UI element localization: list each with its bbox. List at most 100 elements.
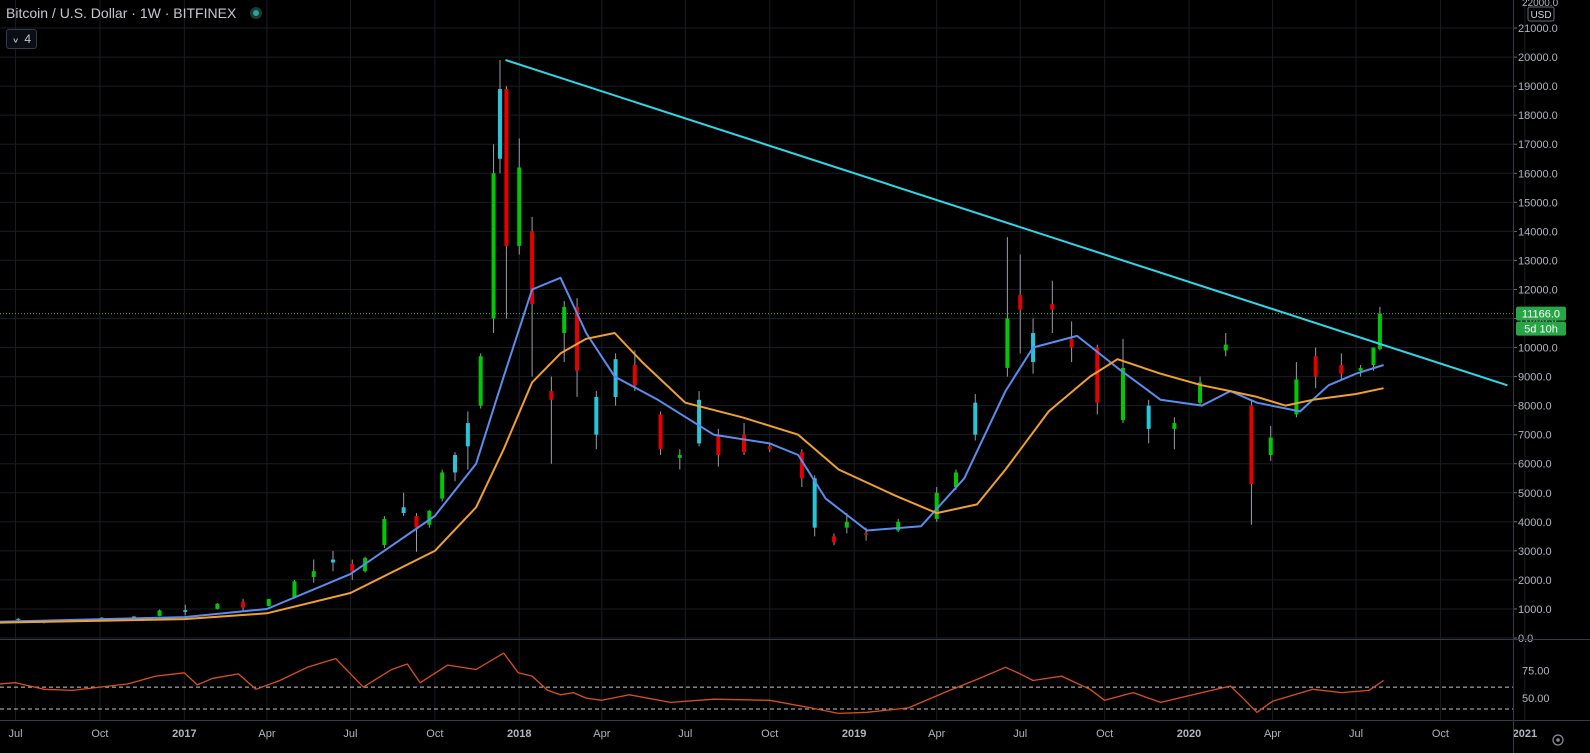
candle-body (934, 492, 939, 519)
rsi-tick-label: 50.00 (1522, 693, 1550, 705)
candle-body (742, 434, 747, 453)
candle (697, 391, 702, 447)
symbol-title[interactable]: Bitcoin / U.S. Dollar (6, 5, 128, 21)
candle (594, 391, 599, 450)
time-tick-label: Jul (1013, 728, 1027, 740)
candle-body (1268, 437, 1273, 456)
candle-body (1050, 303, 1055, 310)
candle (440, 469, 445, 502)
candle (478, 353, 483, 409)
candle-body (896, 521, 901, 531)
candle-body (1249, 405, 1254, 485)
candle-body (831, 536, 836, 543)
candle-body (1371, 347, 1376, 365)
price-tick-label: 2000.0 (1518, 575, 1552, 587)
chevron-down-icon: ∨ (12, 36, 20, 45)
candle (632, 350, 637, 392)
candle-body (497, 89, 502, 159)
candle (1069, 321, 1074, 363)
moving-averages (0, 276, 1513, 624)
candle-body (575, 306, 580, 371)
candle-body (1377, 313, 1382, 349)
countdown-label: 5d 10h (1524, 324, 1558, 336)
candle-body (697, 399, 702, 444)
candle (1172, 417, 1177, 450)
candle (812, 475, 817, 537)
interval-label[interactable]: 1W (139, 5, 161, 21)
candle-body (1223, 344, 1228, 351)
time-tick-label: Oct (91, 728, 108, 740)
candle (382, 516, 387, 548)
candle (530, 216, 535, 377)
price-tick-label: 16000.0 (1518, 168, 1558, 180)
candle-body (677, 455, 682, 458)
price-tick-label: 1000.0 (1518, 604, 1552, 616)
price-tick-label: 18000.0 (1518, 110, 1558, 122)
candle-body (427, 510, 432, 525)
time-tick-label: Jul (678, 728, 692, 740)
currency-label: USD (1530, 10, 1551, 21)
candle-body (1018, 295, 1023, 310)
candle-body (16, 618, 21, 620)
candle-body (517, 167, 522, 246)
exchange-label[interactable]: BITFINEX (173, 5, 237, 21)
ma_slow-line (0, 332, 1384, 624)
trendline (505, 59, 1508, 387)
candle (330, 550, 335, 572)
candle-body (594, 396, 599, 435)
candle-body (973, 402, 978, 435)
candle (504, 86, 509, 319)
candle (241, 598, 246, 612)
indicators-count: 4 (24, 32, 32, 46)
candle (1223, 333, 1228, 357)
candle (896, 518, 901, 532)
candle-body (311, 571, 316, 578)
candle (844, 513, 849, 534)
price-tick-label: 5000.0 (1518, 488, 1552, 500)
indicators-toggle-button[interactable]: ∨ 4 (6, 29, 38, 49)
price-tick-label: 19000.0 (1518, 81, 1558, 93)
candle-body (465, 423, 470, 447)
time-tick-label: Apr (258, 728, 275, 740)
candle-body (549, 391, 554, 400)
candle-body (799, 452, 804, 479)
candle (1005, 237, 1010, 377)
price-tick-label: 14000.0 (1518, 226, 1558, 238)
candle (1339, 353, 1344, 380)
candle-body (1313, 356, 1318, 377)
candle-body (1358, 367, 1363, 371)
time-tick-label: Oct (1432, 728, 1449, 740)
gear-icon[interactable] (1552, 734, 1564, 746)
candle (677, 449, 682, 470)
candle (934, 486, 939, 522)
candle (549, 376, 554, 464)
candle-body (953, 472, 958, 487)
candle-body (157, 610, 162, 616)
candle-body (632, 364, 637, 386)
price-tick-label: 15000.0 (1518, 197, 1558, 209)
candle (292, 579, 297, 598)
price-tick-label: 9000.0 (1518, 372, 1552, 384)
candle (491, 144, 496, 334)
time-tick-label: Oct (761, 728, 778, 740)
candle (1294, 362, 1299, 418)
currency-badge (1527, 6, 1555, 22)
candle-body (1120, 367, 1125, 421)
time-tick-label: Oct (1096, 728, 1113, 740)
price-tick-label: 13000.0 (1518, 255, 1558, 267)
header-separator: · (164, 5, 170, 21)
time-tick-label: 2019 (842, 728, 866, 740)
candle-body (1005, 318, 1010, 368)
price-tick-label: 12000.0 (1518, 284, 1558, 296)
trendline-drawing[interactable] (505, 59, 1508, 387)
candle (465, 411, 470, 470)
candle-body (716, 434, 721, 456)
candle (157, 609, 162, 617)
candle-body (266, 599, 271, 607)
chart-legend-header: Bitcoin / U.S. Dollar · 1W · BITFINEX (6, 5, 263, 21)
candle (1050, 280, 1055, 334)
candle-body (440, 472, 445, 499)
candle (401, 492, 406, 517)
time-tick-label: Apr (593, 728, 610, 740)
